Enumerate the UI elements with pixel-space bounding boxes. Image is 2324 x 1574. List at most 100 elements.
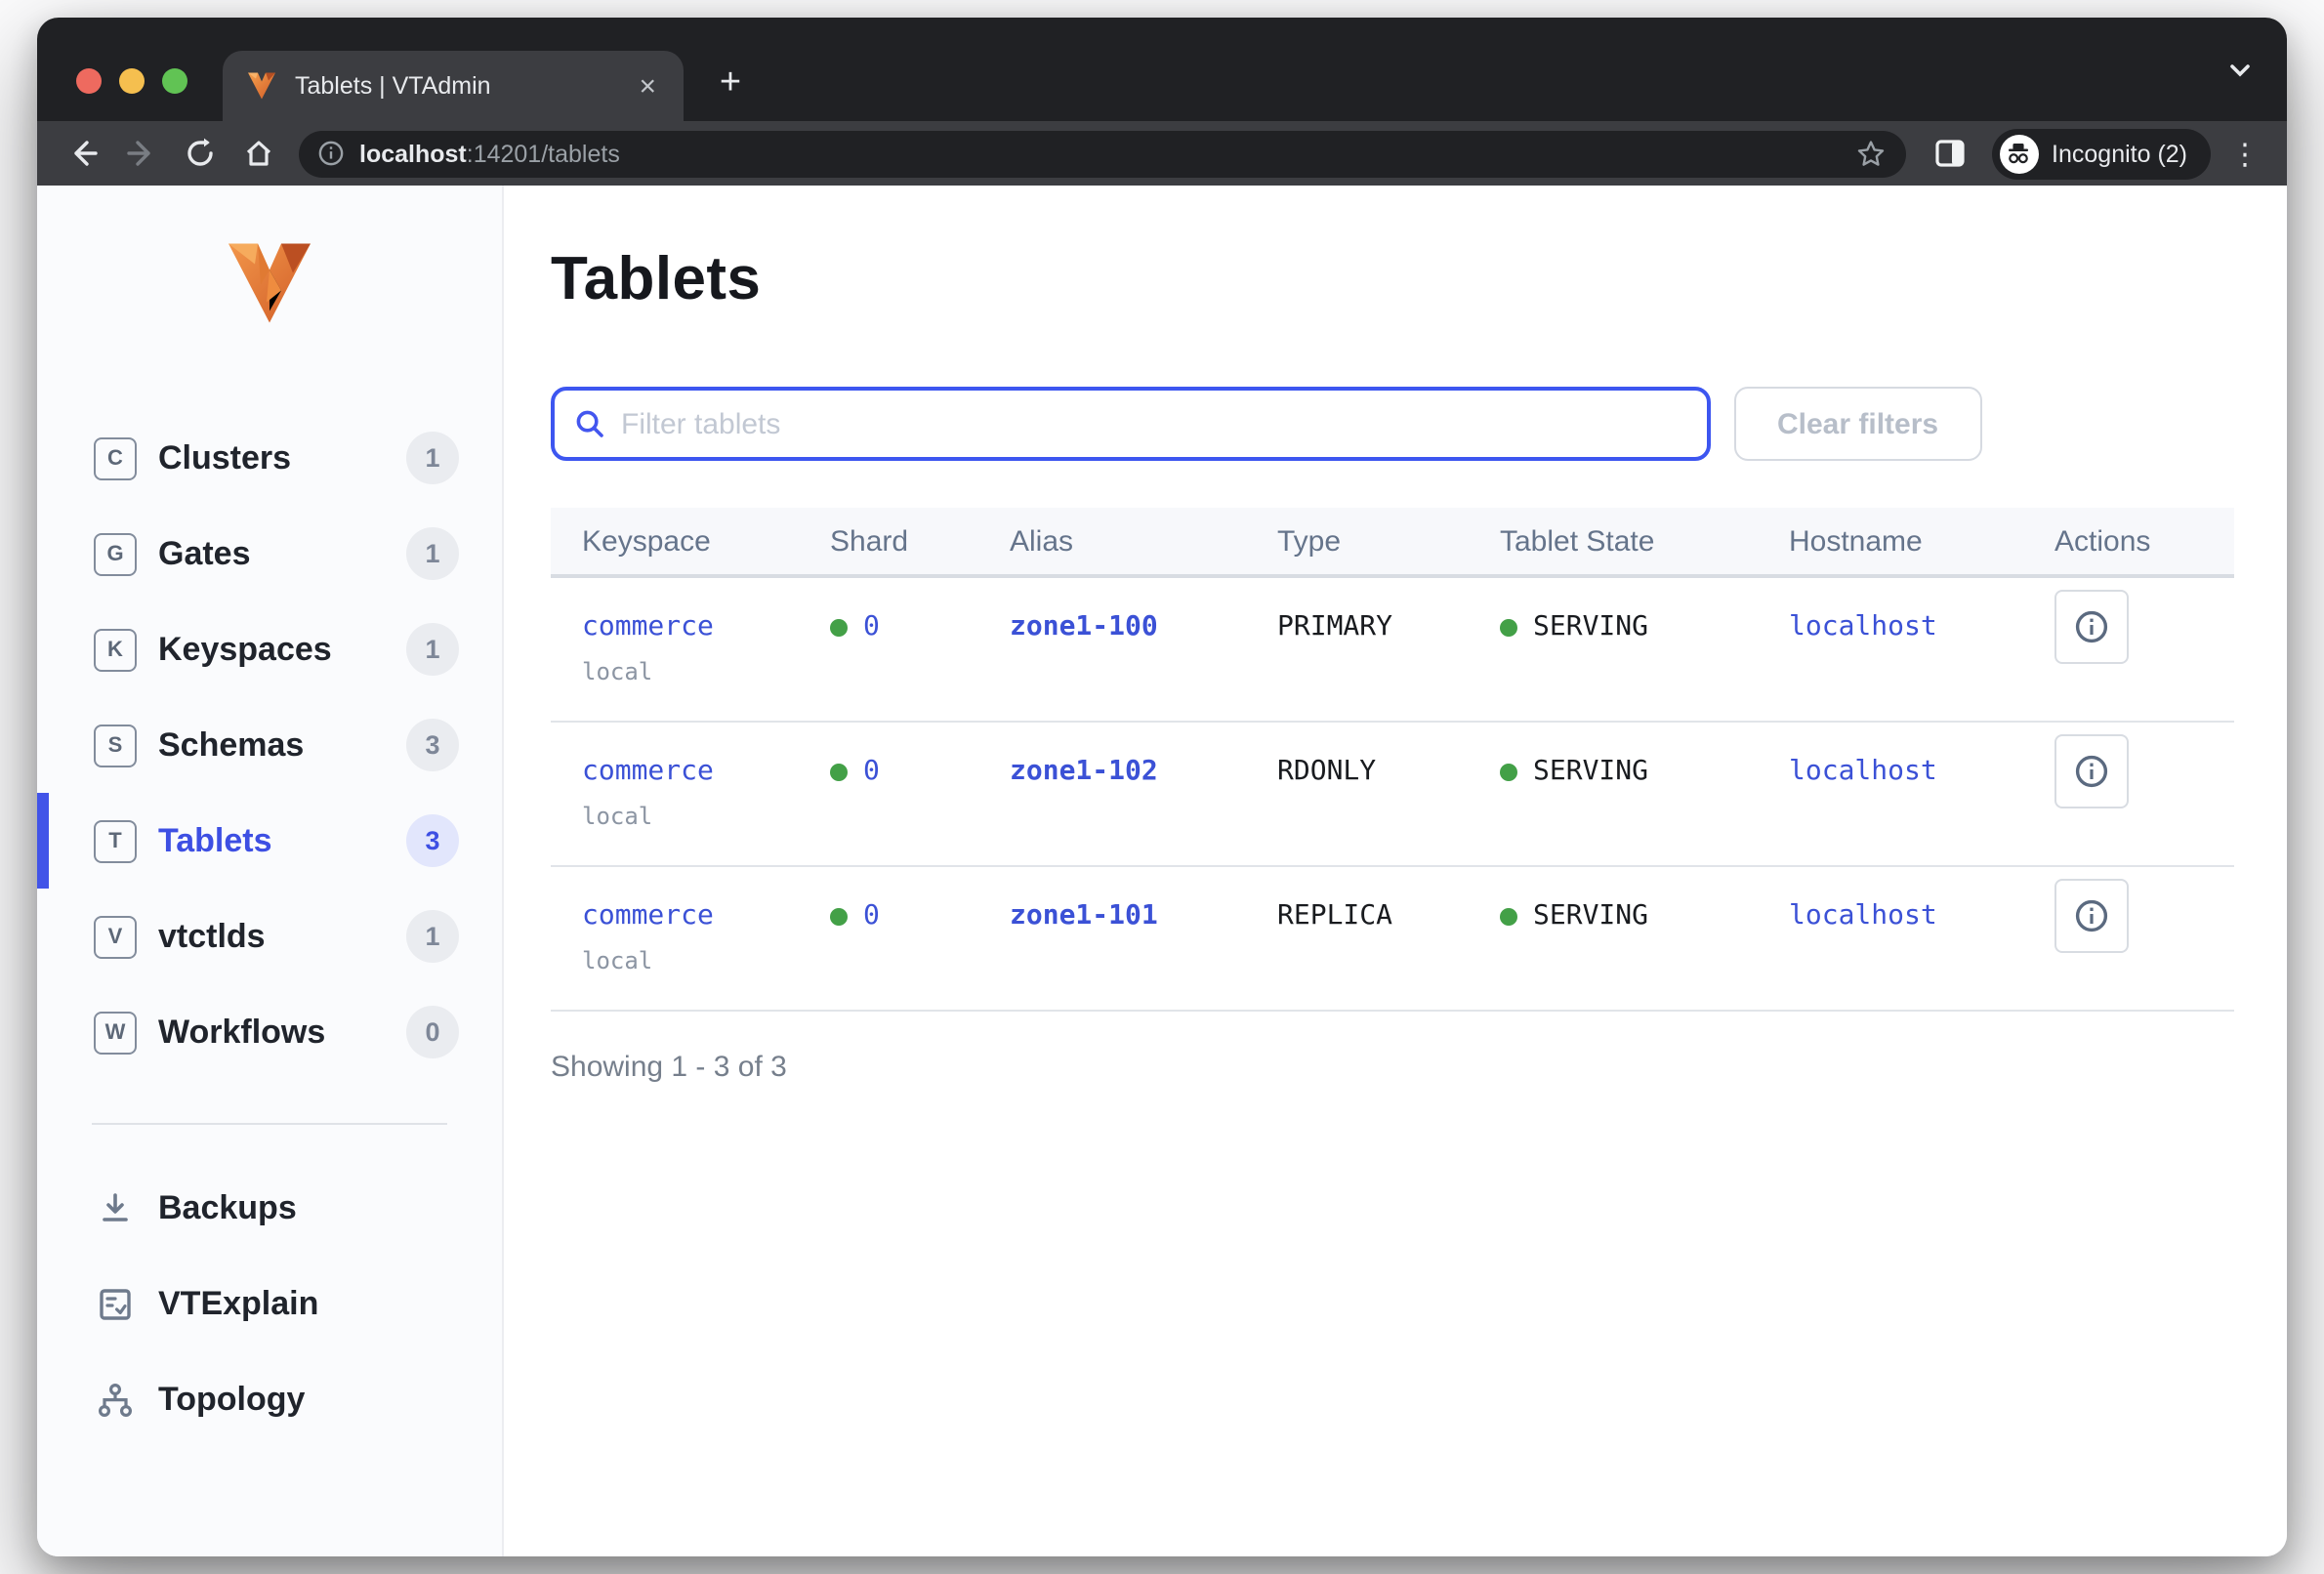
sidebar-item-topology[interactable]: Topology [37, 1351, 502, 1447]
filter-input-wrapper [551, 387, 1711, 461]
site-info-icon[interactable] [318, 141, 344, 166]
download-icon [94, 1186, 137, 1229]
count-badge: 1 [406, 527, 459, 580]
sidebar-item-schemas[interactable]: S Schemas 3 [37, 697, 502, 793]
count-badge: 1 [406, 432, 459, 484]
tablet-type: REPLICA [1277, 900, 1393, 932]
tablets-table: Keyspace Shard Alias Type Tablet State H… [551, 508, 2234, 1012]
count-badge: 0 [406, 1006, 459, 1058]
row-info-button[interactable] [2054, 590, 2129, 664]
info-icon [2075, 899, 2108, 932]
table-row: commerce local 0 zone1-100 PRIMARY SERVI… [551, 578, 2234, 723]
table-header: Keyspace Shard Alias Type Tablet State H… [551, 508, 2234, 578]
tablet-state: SERVING [1533, 756, 1649, 787]
filter-row: Clear filters [551, 387, 2287, 461]
vtctlds-letter-icon: V [94, 915, 137, 958]
forward-icon[interactable] [111, 126, 170, 181]
cluster-name: local [582, 658, 653, 685]
count-badge: 1 [406, 910, 459, 963]
browser-toolbar: localhost:14201/tablets [37, 121, 2287, 186]
sidebar-item-clusters[interactable]: C Clusters 1 [37, 410, 502, 506]
incognito-label: Incognito (2) [2052, 140, 2187, 167]
sidebar-tools: Backups VTExplain Topology [37, 1160, 502, 1447]
table-row: commerce local 0 zone1-102 RDONLY SERVIN… [551, 723, 2234, 867]
shard-health-dot [830, 763, 848, 780]
back-icon[interactable] [53, 126, 111, 181]
workflows-letter-icon: W [94, 1011, 137, 1054]
hostname-link[interactable]: localhost [1789, 611, 1937, 642]
count-badge: 1 [406, 623, 459, 676]
tablet-alias-link[interactable]: zone1-100 [1010, 611, 1158, 642]
vtexplain-icon [94, 1282, 137, 1325]
tablets-letter-icon: T [94, 819, 137, 862]
sidebar-item-gates[interactable]: G Gates 1 [37, 506, 502, 601]
table-row: commerce local 0 zone1-101 REPLICA SERVI… [551, 867, 2234, 1012]
tablet-state: SERVING [1533, 900, 1649, 932]
sidebar-nav: C Clusters 1 G Gates 1 K Keyspaces 1 [37, 410, 502, 1080]
main-panel: Tablets Clear filters Keyspace Shar [504, 186, 2287, 1556]
search-icon [576, 410, 603, 437]
schemas-letter-icon: S [94, 724, 137, 766]
bookmark-star-icon[interactable] [1854, 138, 1886, 169]
shard-link[interactable]: 0 [863, 611, 880, 642]
new-tab-button[interactable]: + [719, 62, 742, 104]
sidebar-item-tablets[interactable]: T Tablets 3 [37, 793, 502, 889]
sidebar-item-vtctlds[interactable]: V vtctlds 1 [37, 889, 502, 984]
shard-health-dot [830, 618, 848, 636]
sidebar-item-keyspaces[interactable]: K Keyspaces 1 [37, 601, 502, 697]
browser-tab[interactable]: Tablets | VTAdmin × [223, 51, 684, 121]
row-info-button[interactable] [2054, 734, 2129, 808]
incognito-icon [1999, 134, 2039, 173]
clear-filters-button[interactable]: Clear filters [1734, 387, 1982, 461]
sidebar-item-backups[interactable]: Backups [37, 1160, 502, 1256]
minimize-window-button[interactable] [119, 68, 145, 94]
cluster-name: local [582, 803, 653, 830]
sidebar: C Clusters 1 G Gates 1 K Keyspaces 1 [37, 186, 504, 1556]
tab-title: Tablets | VTAdmin [295, 72, 491, 100]
home-icon[interactable] [228, 126, 287, 181]
gates-letter-icon: G [94, 532, 137, 575]
tablet-state: SERVING [1533, 611, 1649, 642]
tablet-alias-link[interactable]: zone1-101 [1010, 900, 1158, 932]
tab-search-chevron-icon[interactable] [2226, 57, 2254, 84]
shard-link[interactable]: 0 [863, 900, 880, 932]
keyspaces-letter-icon: K [94, 628, 137, 671]
address-bar[interactable]: localhost:14201/tablets [299, 130, 1906, 177]
side-panel-icon[interactable] [1921, 126, 1979, 181]
count-badge: 3 [406, 719, 459, 771]
sidebar-item-vtexplain[interactable]: VTExplain [37, 1256, 502, 1351]
maximize-window-button[interactable] [162, 68, 187, 94]
row-info-button[interactable] [2054, 879, 2129, 953]
keyspace-link[interactable]: commerce [582, 756, 714, 787]
vitess-favicon-icon [248, 72, 275, 100]
close-window-button[interactable] [76, 68, 102, 94]
count-badge: 3 [406, 814, 459, 867]
topology-icon [94, 1378, 137, 1421]
table-pagination-summary: Showing 1 - 3 of 3 [551, 1051, 787, 1084]
sidebar-divider [92, 1123, 447, 1125]
keyspace-link[interactable]: commerce [582, 611, 714, 642]
page-content: C Clusters 1 G Gates 1 K Keyspaces 1 [37, 186, 2287, 1556]
tablet-alias-link[interactable]: zone1-102 [1010, 756, 1158, 787]
browser-window: Tablets | VTAdmin × + [37, 18, 2287, 1556]
hostname-link[interactable]: localhost [1789, 756, 1937, 787]
state-health-dot [1500, 763, 1517, 780]
info-icon [2075, 755, 2108, 788]
cluster-name: local [582, 947, 653, 974]
close-tab-icon[interactable]: × [639, 69, 656, 103]
clusters-letter-icon: C [94, 436, 137, 479]
shard-link[interactable]: 0 [863, 756, 880, 787]
incognito-badge[interactable]: Incognito (2) [1991, 128, 2211, 179]
keyspace-link[interactable]: commerce [582, 900, 714, 932]
url-text: localhost:14201/tablets [359, 140, 620, 167]
tab-strip: Tablets | VTAdmin × + [37, 18, 2287, 121]
page-title: Tablets [551, 244, 762, 312]
filter-tablets-input[interactable] [621, 407, 1687, 440]
hostname-link[interactable]: localhost [1789, 900, 1937, 932]
tablet-type: RDONLY [1277, 756, 1377, 787]
browser-menu-icon[interactable]: ⋮ [2230, 138, 2260, 171]
vitess-logo [228, 243, 311, 323]
reload-icon[interactable] [170, 126, 228, 181]
sidebar-item-workflows[interactable]: W Workflows 0 [37, 984, 502, 1080]
